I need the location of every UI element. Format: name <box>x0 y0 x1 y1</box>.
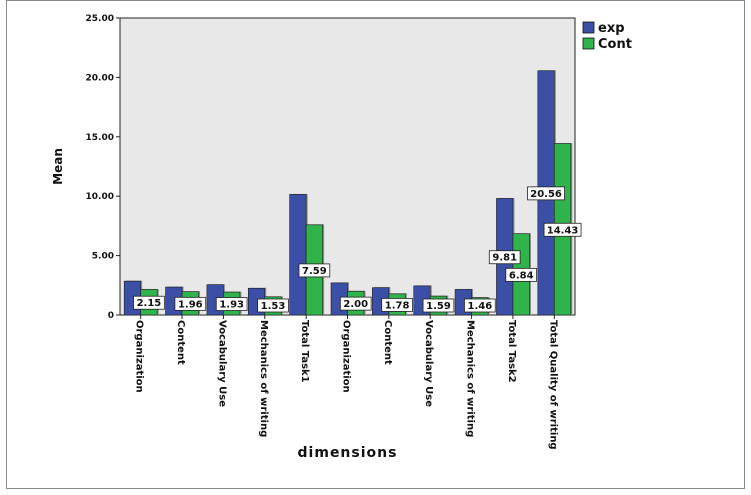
data-label-text: 1.53 <box>261 301 286 312</box>
x-tick-label: Content <box>175 320 186 365</box>
x-tick-label: Total Quality of writing <box>547 320 558 450</box>
legend-swatch-cont <box>582 37 595 50</box>
data-label-text: 1.93 <box>219 300 244 311</box>
data-label-text: 1.59 <box>426 301 451 312</box>
y-tick-label: 20.00 <box>86 73 114 83</box>
legend-label-exp: exp <box>598 21 625 36</box>
data-label-text: 1.78 <box>385 300 410 311</box>
y-axis: 0 5.00 10.00 15.00 20.00 25.00 <box>86 14 120 321</box>
data-label-text: 9.81 <box>492 253 517 264</box>
data-label-box <box>543 222 582 237</box>
data-label-text: 6.84 <box>509 270 534 281</box>
x-tick-label: Total Task1 <box>299 320 310 383</box>
data-label: 7.59 <box>298 263 331 278</box>
data-label-box <box>215 297 248 311</box>
data-label-box <box>257 298 289 313</box>
data-label-text: 1.96 <box>178 299 203 310</box>
x-tick-label: Vocabulary Use <box>216 320 227 407</box>
x-axis-categories: Organization Content Vocabulary Use Mechani… <box>134 315 558 450</box>
data-label: 1.53 <box>257 298 289 313</box>
x-tick-label: Organization <box>134 320 145 393</box>
data-label: 6.84 <box>505 267 538 282</box>
data-label: 20.56 <box>527 186 565 201</box>
data-label: 1.46 <box>464 298 496 313</box>
data-label: 9.81 <box>488 250 521 265</box>
data-label: 1.59 <box>422 298 455 313</box>
y-tick-label: 10.00 <box>86 192 114 202</box>
data-label-text: 20.56 <box>530 189 562 200</box>
data-label: 2.15 <box>133 295 165 310</box>
bar-exp <box>289 194 307 316</box>
y-tick-label: 25.00 <box>86 14 114 24</box>
data-label-box <box>488 250 521 265</box>
legend-swatch-exp <box>582 21 595 34</box>
data-label-text: 14.43 <box>547 225 579 236</box>
x-tick-label: Total Task2 <box>506 320 517 383</box>
data-label: 2.00 <box>339 296 372 311</box>
data-label: 14.43 <box>543 222 582 237</box>
x-axis-label: dimensions <box>298 445 398 461</box>
data-label-text: 1.46 <box>467 301 492 312</box>
x-tick-label: Organization <box>341 320 352 393</box>
data-label-box <box>527 186 565 201</box>
data-label-box <box>133 295 165 310</box>
x-tick-label: Mechanics of writing <box>465 320 476 437</box>
data-label: 1.96 <box>174 296 207 311</box>
data-label-box <box>174 296 207 311</box>
x-tick-label: Mechanics of writing <box>258 320 269 437</box>
data-label-box <box>298 263 331 278</box>
data-label-text: 2.15 <box>137 298 162 309</box>
data-label-box <box>339 296 372 311</box>
legend-label-cont: Cont <box>598 37 632 52</box>
y-tick-label: 0 <box>108 311 114 321</box>
y-axis-label: Mean <box>51 148 65 185</box>
data-label-box <box>464 298 496 313</box>
x-tick-label: Vocabulary Use <box>423 320 434 407</box>
data-label-text: 7.59 <box>302 266 327 277</box>
x-tick-label: Content <box>382 320 393 365</box>
data-label-box <box>422 298 455 313</box>
y-tick-label: 5.00 <box>92 252 114 262</box>
data-label: 1.93 <box>215 297 248 311</box>
data-label-text: 2.00 <box>343 299 368 310</box>
data-label: 1.78 <box>381 298 413 312</box>
data-label-box <box>505 267 538 282</box>
data-labels: 2.15 1.96 1.93 1.53 7.59 2.00 1.78 1.59 1.46 9.81… <box>133 186 582 313</box>
data-label-box <box>381 298 413 312</box>
y-tick-label: 15.00 <box>86 133 114 143</box>
